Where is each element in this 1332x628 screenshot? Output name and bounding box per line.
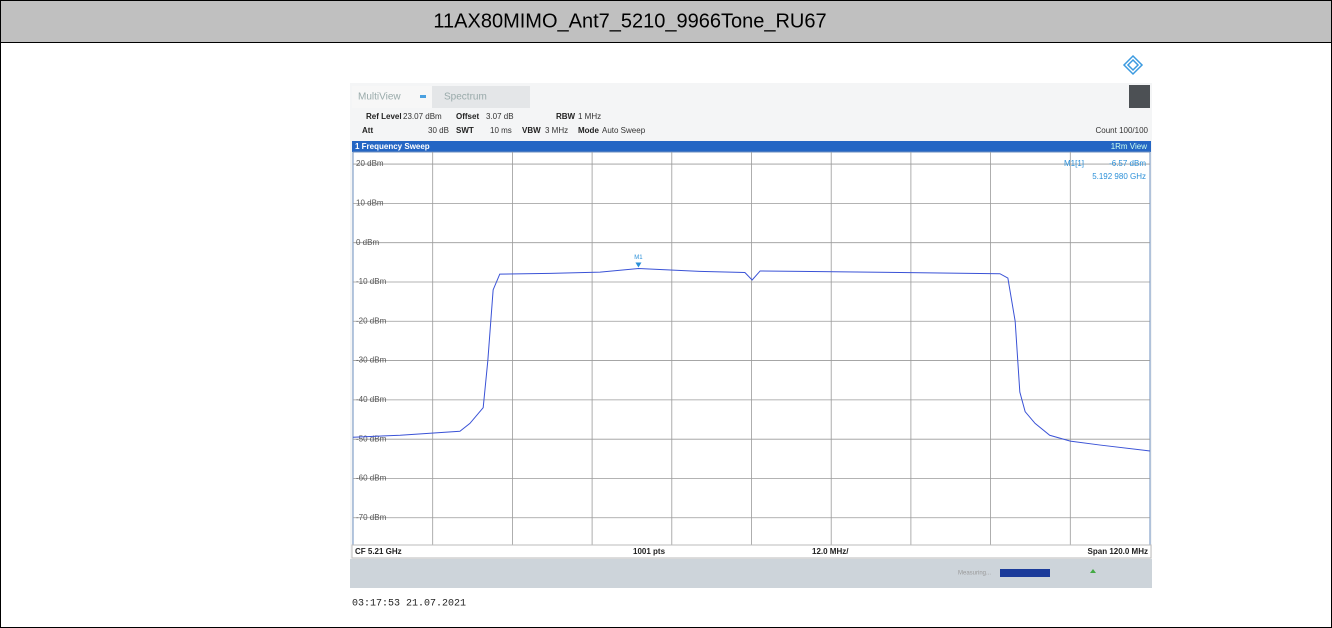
setting-value: 1 MHz	[578, 112, 601, 121]
logo	[1122, 54, 1144, 76]
tab-indicator	[420, 95, 426, 98]
per-division: 12.0 MHz/	[812, 547, 849, 556]
tab[interactable]	[352, 86, 432, 108]
trace	[352, 267, 1151, 452]
marker-label: M1	[634, 255, 643, 261]
y-tick-label: 10 dBm	[356, 198, 384, 207]
progress	[1000, 569, 1050, 577]
setting-value: 10 ms	[490, 126, 512, 135]
readout-frequency: 5.192 980 GHz	[1092, 172, 1146, 181]
timestamp: 03:17:53 21.07.2021	[352, 599, 466, 610]
window-title: 1 Frequency Sweep	[355, 142, 430, 151]
span: Span 120.0 MHz	[1088, 547, 1148, 556]
setting-label: Att	[362, 126, 373, 135]
header-bar	[0, 0, 1332, 43]
setting-label: RBW	[556, 112, 576, 121]
points: 1001 pts	[633, 547, 666, 556]
setting-value: Auto Sweep	[602, 126, 646, 135]
setting-label: Ref Level	[366, 112, 402, 121]
trace-label: 1Rm View	[1111, 142, 1148, 151]
tab-label: Spectrum	[444, 92, 487, 103]
sweep-count: Count 100/100	[1096, 126, 1149, 135]
y-tick-label: -20 dBm	[356, 316, 387, 325]
tab-label: MultiView	[358, 92, 401, 103]
setting-value: 23.07 dBm	[403, 112, 442, 121]
setting-label: Mode	[578, 126, 599, 135]
setting-value: 3.07 dB	[486, 112, 514, 121]
setting-value: 30 dB	[428, 126, 449, 135]
setting-label: Offset	[456, 112, 479, 121]
setting-label: VBW	[522, 126, 541, 135]
status-icon	[1090, 569, 1096, 573]
y-tick-label: -40 dBm	[356, 395, 387, 404]
y-tick-label: 0 dBm	[356, 238, 379, 247]
readout-name: M1[1]	[1064, 159, 1084, 168]
footer-bar	[351, 544, 1152, 559]
y-tick-label: -10 dBm	[356, 277, 387, 286]
status-text: Measuring...	[958, 571, 991, 577]
y-tick-label: -60 dBm	[356, 474, 387, 483]
y-tick-label: -50 dBm	[356, 434, 387, 443]
menu-button[interactable]	[1129, 85, 1150, 108]
header-title: 11AX80MIMO_Ant7_5210_9966Tone_RU67	[433, 10, 826, 32]
readout-level: -6.57 dBm	[1109, 159, 1146, 168]
window-bar	[352, 141, 1151, 152]
setting-value: 3 MHz	[545, 126, 568, 135]
setting-label: SWT	[456, 126, 474, 135]
marker	[635, 262, 642, 268]
y-tick-label: 20 dBm	[356, 159, 384, 168]
y-tick-label: -30 dBm	[356, 356, 387, 365]
center-frequency: CF 5.21 GHz	[355, 547, 402, 556]
tab[interactable]	[432, 86, 530, 108]
y-tick-label: -70 dBm	[356, 513, 387, 522]
